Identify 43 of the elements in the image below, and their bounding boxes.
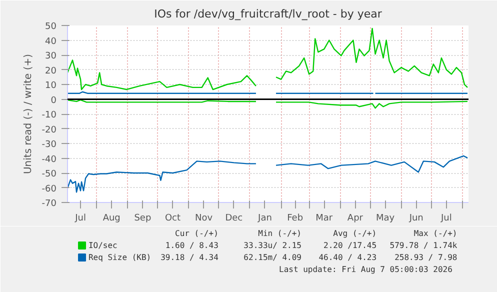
text: 2.20 /17.45 bbox=[324, 241, 377, 250]
y-tick-label: 40 bbox=[45, 36, 57, 47]
x-tick-label: Nov bbox=[195, 214, 214, 224]
x-tick-label: Mar bbox=[316, 214, 333, 224]
x-tick-label: Oct bbox=[164, 214, 182, 224]
x-tick-label: Dec bbox=[225, 214, 243, 224]
text: 579.78 / 1.74k bbox=[390, 241, 458, 250]
chart-title: IOs for /dev/vg_fruitcraft/lv_root - by year bbox=[154, 8, 382, 20]
text: Min (-/+) bbox=[258, 229, 302, 238]
text: 46.40 / 4.23 bbox=[318, 253, 377, 262]
y-tick-label: 10 bbox=[45, 81, 57, 91]
text: 33.33u/ 2.15 bbox=[244, 241, 302, 250]
text: 62.15m/ 4.09 bbox=[244, 253, 302, 262]
y-tick-label: 50 bbox=[45, 22, 57, 32]
x-tick-label: Jan bbox=[257, 214, 272, 224]
legend-label: Req Size (KB) bbox=[88, 253, 152, 262]
text: 39.18 / 4.34 bbox=[160, 253, 219, 262]
text: Last update: Fri Aug 7 05:00:03 2026 bbox=[278, 265, 453, 274]
legend-label: IO/sec bbox=[88, 241, 118, 250]
y-tick-label: -30 bbox=[42, 140, 57, 150]
text: 258.93 / 7.98 bbox=[394, 253, 458, 262]
y-tick-label: 30 bbox=[45, 52, 57, 62]
y-tick-label: -20 bbox=[42, 125, 57, 136]
x-tick-label: Sep bbox=[134, 214, 152, 224]
text: Avg (-/+) bbox=[333, 229, 377, 238]
x-tick-label: Feb bbox=[287, 214, 304, 224]
x-tick-label: Jun bbox=[408, 214, 424, 224]
y-tick-label: -10 bbox=[42, 110, 57, 120]
text: 1.60 / 8.43 bbox=[165, 241, 219, 250]
x-tick-label: Jul bbox=[440, 214, 452, 224]
y-tick-label: -60 bbox=[42, 184, 57, 194]
x-tick-label: Jul bbox=[74, 214, 86, 224]
y-tick-label: 20 bbox=[45, 66, 57, 76]
text: Cur (-/+) bbox=[175, 229, 218, 238]
y-tick-label: -70 bbox=[42, 199, 57, 209]
y-tick-label: 0 bbox=[50, 96, 57, 106]
x-tick-label: Apr bbox=[347, 214, 364, 224]
text: Max (-/+) bbox=[414, 229, 458, 238]
x-tick-label: Aug bbox=[102, 214, 120, 224]
y-axis-title: Units read (-) / write (+) bbox=[22, 54, 34, 174]
y-tick-label: -50 bbox=[42, 170, 57, 180]
y-tick-label: -40 bbox=[42, 154, 57, 165]
x-tick-label: May bbox=[376, 214, 396, 224]
